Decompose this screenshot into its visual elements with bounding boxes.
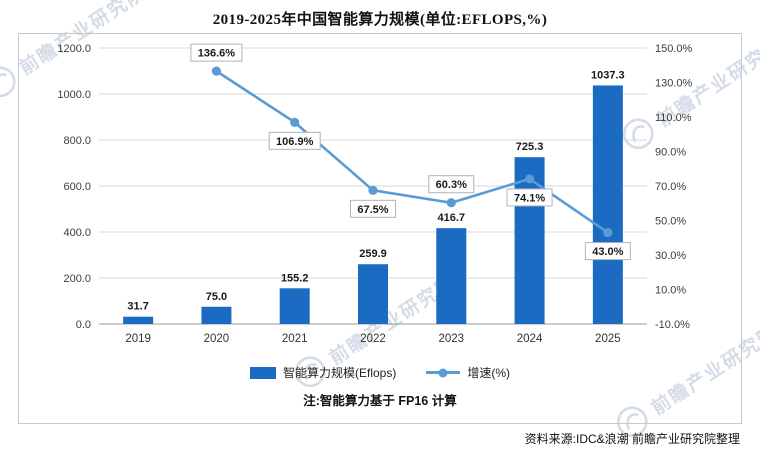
y-axis-left-tick: 800.0 — [63, 135, 91, 147]
chart-note: 注:智能算力基于 FP16 计算 — [303, 394, 457, 408]
bar-2025 — [592, 85, 623, 324]
bar-label-2019: 31.7 — [127, 301, 148, 313]
y-axis-left-tick: 200.0 — [63, 273, 91, 285]
y-axis-left-tick: 1000.0 — [57, 89, 91, 101]
y-axis-right-tick: -10.0% — [655, 319, 690, 331]
bar-2023 — [436, 228, 467, 324]
bar-label-2022: 259.9 — [359, 248, 387, 260]
bar-label-2020: 75.0 — [206, 291, 227, 303]
growth-point-2020 — [211, 66, 222, 76]
x-axis-tick-2025: 2025 — [595, 333, 621, 345]
bar-label-2024: 725.3 — [516, 141, 544, 153]
growth-point-2024 — [524, 174, 535, 184]
growth-point-2022 — [368, 185, 378, 195]
growth-label-box-2020 — [190, 43, 243, 62]
y-axis-right-tick: 70.0% — [655, 181, 686, 193]
legend-label-bars: 智能算力规模(Eflops) — [282, 366, 397, 380]
growth-label-2023: 60.3% — [436, 179, 467, 191]
x-axis-tick-2021: 2021 — [282, 333, 308, 345]
y-axis-right-tick: 50.0% — [655, 216, 686, 228]
x-axis-tick-2024: 2024 — [517, 333, 543, 345]
growth-label-box-2021 — [268, 131, 321, 150]
growth-label-2024: 74.1% — [514, 192, 545, 204]
growth-label-2021: 106.9% — [276, 136, 314, 148]
growth-label-box-2023 — [428, 175, 475, 194]
y-axis-left-tick: 1200.0 — [57, 43, 91, 55]
growth-label-2020: 136.6% — [198, 48, 236, 60]
bar-2022 — [358, 264, 388, 324]
growth-label-box-2024 — [506, 188, 553, 207]
y-axis-right-tick: 10.0% — [655, 285, 686, 297]
growth-label-2022: 67.5% — [357, 204, 388, 216]
y-axis-right-tick: 30.0% — [655, 250, 686, 262]
bar-label-2023: 416.7 — [438, 212, 466, 224]
chart-frame: 0.0 200.0 400.0 600.0 800.0 1000.0 1200.0 -10.0… — [18, 33, 742, 424]
y-axis-right-tick: 130.0% — [655, 78, 693, 90]
line-marker-icon — [438, 368, 448, 377]
y-axis-right-tick: 90.0% — [655, 147, 686, 159]
legend-item-bars: 智能算力规模(Eflops) — [249, 364, 397, 381]
y-axis-left-tick: 600.0 — [63, 181, 91, 193]
x-axis-tick-2020: 2020 — [204, 333, 230, 345]
y-axis-left-tick: 0.0 — [76, 319, 91, 331]
bar-label-2021: 155.2 — [281, 272, 309, 284]
legend-item-line: 增速(%) — [426, 364, 510, 381]
legend-label-line: 增速(%) — [467, 366, 511, 380]
y-axis-right-tick: 150.0% — [655, 43, 693, 55]
growth-line — [215, 70, 609, 234]
line-series-swatch — [426, 368, 461, 377]
growth-point-2025 — [603, 227, 613, 238]
source-text: 资料来源:IDC&浪潮 前瞻产业研究院整理 — [524, 432, 740, 446]
chart-title: 2019-2025年中国智能算力规模(单位:EFLOPS,%) — [212, 12, 548, 28]
growth-label-box-2022 — [350, 199, 396, 218]
bar-series-swatch — [249, 366, 276, 379]
growth-point-2023 — [446, 198, 456, 208]
y-axis-left-tick: 400.0 — [63, 227, 91, 239]
chart-plot: 0.0 200.0 400.0 600.0 800.0 1000.0 1200.0 -10.0… — [57, 43, 693, 345]
legend: 智能算力规模(Eflops) 增速(%) — [19, 364, 741, 381]
x-axis-tick-2023: 2023 — [438, 333, 464, 345]
bar-2019 — [123, 316, 154, 324]
x-axis-tick-2019: 2019 — [125, 333, 151, 345]
growth-label-2025: 43.0% — [592, 246, 623, 258]
x-axis-tick-2022: 2022 — [360, 333, 386, 345]
bar-label-2025: 1037.3 — [591, 69, 625, 81]
growth-point-2021 — [290, 117, 300, 127]
y-axis-right-tick: 110.0% — [655, 112, 692, 124]
bar-2021 — [279, 288, 310, 324]
growth-label-box-2025 — [584, 242, 631, 261]
bar-2020 — [201, 306, 232, 324]
